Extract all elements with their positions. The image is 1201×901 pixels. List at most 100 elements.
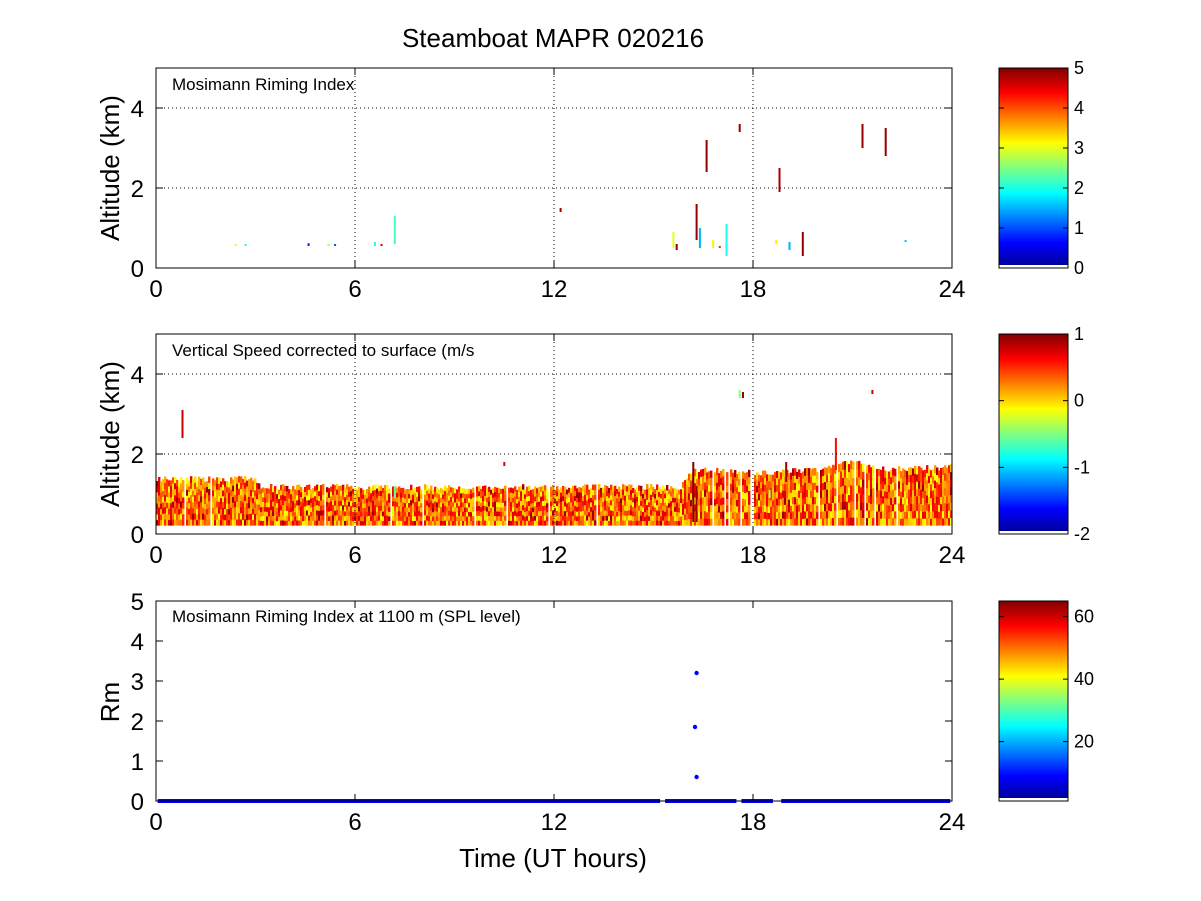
heatmap-cell	[464, 489, 467, 494]
heatmap-cell	[534, 491, 537, 497]
heatmap-cell	[442, 507, 445, 513]
heatmap-cell	[290, 520, 293, 526]
heatmap-cell	[850, 468, 853, 478]
heatmap-cell	[466, 489, 469, 495]
heatmap-cell	[578, 510, 581, 517]
heatmap-cell	[862, 471, 865, 480]
heatmap-cell	[910, 489, 913, 497]
heatmap-cell	[776, 484, 779, 492]
heatmap-cell	[940, 475, 943, 483]
heatmap-cell	[600, 501, 603, 507]
heatmap-cell	[178, 492, 181, 499]
heatmap-cell	[274, 500, 277, 506]
heatmap-cell	[824, 496, 827, 504]
heatmap-cell	[372, 510, 375, 516]
heatmap-cell	[426, 485, 429, 491]
heatmap-cell	[162, 490, 165, 497]
heatmap-cell	[558, 493, 561, 499]
heatmap-cell	[518, 506, 521, 512]
heatmap-cell	[432, 507, 435, 513]
heatmap-cell	[618, 510, 621, 516]
heatmap-cell	[244, 512, 247, 520]
heatmap-cell	[682, 514, 685, 521]
heatmap-cell	[768, 474, 771, 482]
heatmap-cell	[290, 502, 293, 508]
heatmap-cell	[802, 511, 805, 519]
heatmap-cell	[564, 491, 567, 497]
heatmap-cell	[578, 520, 581, 526]
heatmap-segment	[718, 246, 721, 248]
heatmap-cell	[656, 515, 659, 521]
heatmap-cell	[826, 496, 829, 504]
heatmap-cell	[816, 505, 819, 513]
colorbar-tick-label: 3	[1074, 138, 1084, 158]
heatmap-cell	[290, 489, 293, 495]
heatmap-cell	[244, 476, 247, 483]
heatmap-cell	[738, 518, 741, 526]
x-tick-label: 12	[541, 809, 568, 836]
heatmap-cell	[608, 515, 611, 521]
heatmap-cell	[610, 515, 613, 521]
heatmap-cell	[544, 490, 547, 496]
heatmap-cell	[788, 505, 791, 513]
heatmap-cell	[822, 511, 825, 519]
heatmap-cell	[386, 520, 389, 526]
heatmap-cell	[764, 497, 767, 506]
heatmap-cell	[616, 507, 619, 513]
heatmap-cell	[400, 502, 403, 508]
heatmap-cell	[200, 484, 203, 491]
heatmap-cell	[458, 520, 461, 526]
heatmap-cell	[942, 474, 945, 483]
heatmap-cell	[244, 500, 247, 508]
heatmap-cell	[158, 483, 161, 490]
heatmap-cell	[590, 502, 593, 508]
heatmap-cell	[820, 497, 823, 505]
heatmap-cell	[802, 498, 805, 506]
heatmap-cell	[532, 520, 535, 526]
heatmap-cell	[698, 491, 701, 499]
heatmap-cell	[798, 469, 801, 477]
heatmap-cell	[938, 497, 941, 506]
heatmap-cell	[742, 505, 745, 513]
heatmap-cell	[310, 511, 313, 517]
heatmap-cell	[950, 479, 952, 488]
heatmap-cell	[562, 520, 565, 526]
heatmap-cell	[348, 515, 351, 521]
heatmap-cell	[690, 518, 693, 526]
heatmap-cell	[922, 470, 925, 478]
heatmap-cell	[428, 520, 431, 526]
heatmap-cell	[490, 520, 493, 526]
heatmap-cell	[362, 520, 365, 526]
heatmap-cell	[574, 510, 577, 516]
heatmap-cell	[308, 499, 311, 506]
heatmap-cell	[282, 509, 285, 516]
heatmap-cell	[638, 520, 641, 526]
heatmap-cell	[294, 520, 297, 526]
heatmap-cell	[934, 517, 937, 526]
heatmap-cell	[444, 490, 447, 496]
heatmap-cell	[840, 463, 843, 472]
heatmap-cell	[370, 502, 373, 508]
heatmap-cell	[510, 506, 513, 512]
heatmap-cell	[320, 515, 323, 521]
heatmap-cell	[170, 491, 173, 498]
heatmap-cell	[620, 489, 623, 494]
heatmap-cell	[472, 492, 475, 498]
heatmap-cell	[460, 506, 463, 512]
heatmap-cell	[870, 496, 873, 504]
heatmap-cell	[806, 482, 809, 490]
heatmap-cell	[416, 520, 419, 526]
heatmap-cell	[156, 503, 159, 510]
heatmap-cell	[622, 499, 625, 506]
heatmap-cell	[904, 511, 907, 519]
heatmap-cell	[420, 489, 423, 495]
heatmap-cell	[604, 510, 607, 516]
heatmap-cell	[648, 520, 651, 526]
heatmap-cell	[396, 501, 399, 507]
heatmap-cell	[250, 519, 253, 526]
heatmap-cell	[908, 474, 911, 483]
heatmap-cell	[736, 480, 739, 488]
heatmap-cell	[532, 498, 535, 504]
heatmap-cell	[162, 519, 165, 526]
heatmap-cell	[674, 492, 677, 498]
